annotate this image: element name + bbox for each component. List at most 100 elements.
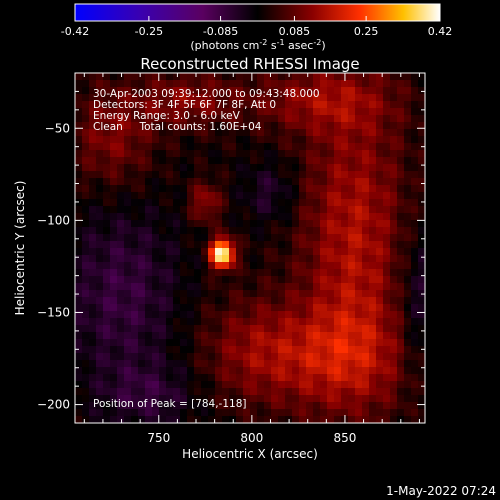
- heatmap-cell: [292, 122, 300, 130]
- heatmap-cell: [229, 360, 237, 368]
- heatmap-cell: [264, 80, 272, 88]
- heatmap-cell: [264, 255, 272, 263]
- heatmap-cell: [397, 311, 405, 319]
- heatmap-cell: [334, 192, 342, 200]
- heatmap-cell: [285, 290, 293, 298]
- heatmap-cell: [341, 360, 349, 368]
- heatmap-cell: [355, 143, 363, 151]
- heatmap-cell: [166, 367, 174, 375]
- heatmap-cell: [180, 101, 188, 109]
- heatmap-cell: [131, 220, 139, 228]
- heatmap-cell: [250, 115, 258, 123]
- heatmap-cell: [341, 339, 349, 347]
- heatmap-cell: [418, 220, 426, 228]
- heatmap-cell: [243, 262, 251, 270]
- heatmap-cell: [250, 213, 258, 221]
- heatmap-cell: [229, 325, 237, 333]
- heatmap-cell: [250, 325, 258, 333]
- heatmap-cell: [173, 101, 181, 109]
- heatmap-cell: [159, 136, 167, 144]
- heatmap-cell: [236, 318, 244, 326]
- heatmap-cell: [194, 122, 202, 130]
- heatmap-cell: [320, 234, 328, 242]
- heatmap-cell: [124, 360, 132, 368]
- heatmap-cell: [327, 108, 335, 116]
- heatmap-cell: [89, 332, 97, 340]
- heatmap-cell: [341, 318, 349, 326]
- heatmap-cell: [131, 262, 139, 270]
- heatmap-cell: [208, 381, 216, 389]
- heatmap-cell: [222, 192, 230, 200]
- heatmap-cell: [180, 150, 188, 158]
- heatmap-cell: [292, 241, 300, 249]
- heatmap-cell: [243, 122, 251, 130]
- heatmap-cell: [334, 276, 342, 284]
- heatmap-cell: [236, 409, 244, 417]
- heatmap-cell: [404, 164, 412, 172]
- heatmap-cell: [159, 87, 167, 95]
- heatmap-cell: [138, 136, 146, 144]
- heatmap-cell: [166, 353, 174, 361]
- heatmap-cell: [166, 171, 174, 179]
- heatmap-cell: [397, 80, 405, 88]
- heatmap-cell: [96, 234, 104, 242]
- heatmap-cell: [334, 143, 342, 151]
- heatmap-cell: [299, 199, 307, 207]
- heatmap-cell: [320, 101, 328, 109]
- heatmap-cell: [194, 150, 202, 158]
- heatmap-cell: [383, 220, 391, 228]
- heatmap-cell: [299, 129, 307, 137]
- heatmap-cell: [390, 388, 398, 396]
- heatmap-cell: [124, 164, 132, 172]
- heatmap-cell: [194, 157, 202, 165]
- heatmap-cell: [103, 360, 111, 368]
- heatmap-cell: [341, 136, 349, 144]
- heatmap-cell: [180, 297, 188, 305]
- heatmap-cell: [278, 234, 286, 242]
- heatmap-cell: [208, 283, 216, 291]
- heatmap-cell: [208, 353, 216, 361]
- heatmap-cell: [285, 360, 293, 368]
- heatmap-cell: [341, 192, 349, 200]
- heatmap-cell: [187, 353, 195, 361]
- heatmap-cell: [278, 108, 286, 116]
- heatmap-cell: [208, 416, 216, 424]
- heatmap-cell: [89, 290, 97, 298]
- heatmap-cell: [334, 346, 342, 354]
- heatmap-cell: [110, 304, 118, 312]
- heatmap-cell: [89, 276, 97, 284]
- heatmap-cell: [82, 220, 90, 228]
- heatmap-cell: [117, 276, 125, 284]
- heatmap-cell: [89, 395, 97, 403]
- heatmap-cell: [299, 101, 307, 109]
- heatmap-cell: [285, 80, 293, 88]
- heatmap-cell: [152, 311, 160, 319]
- heatmap-cell: [208, 213, 216, 221]
- heatmap-cell: [334, 332, 342, 340]
- heatmap-cell: [292, 101, 300, 109]
- heatmap-cell: [131, 129, 139, 137]
- heatmap-cell: [383, 339, 391, 347]
- heatmap-cell: [152, 332, 160, 340]
- heatmap-cell: [313, 87, 321, 95]
- heatmap-cell: [376, 199, 384, 207]
- heatmap-cell: [292, 157, 300, 165]
- heatmap-cell: [376, 101, 384, 109]
- heatmap-cell: [117, 101, 125, 109]
- heatmap-cell: [278, 304, 286, 312]
- heatmap-cell: [250, 388, 258, 396]
- heatmap-cell: [264, 227, 272, 235]
- heatmap-cell: [264, 402, 272, 410]
- heatmap-cell: [215, 360, 223, 368]
- heatmap-cell: [418, 213, 426, 221]
- heatmap-cell: [82, 234, 90, 242]
- heatmap-cell: [236, 213, 244, 221]
- heatmap-cell: [180, 164, 188, 172]
- heatmap-cell: [75, 416, 83, 424]
- heatmap-cell: [229, 115, 237, 123]
- heatmap-cell: [306, 353, 314, 361]
- heatmap-cell: [229, 311, 237, 319]
- heatmap-cell: [110, 346, 118, 354]
- heatmap-cell: [194, 164, 202, 172]
- heatmap-cell: [89, 262, 97, 270]
